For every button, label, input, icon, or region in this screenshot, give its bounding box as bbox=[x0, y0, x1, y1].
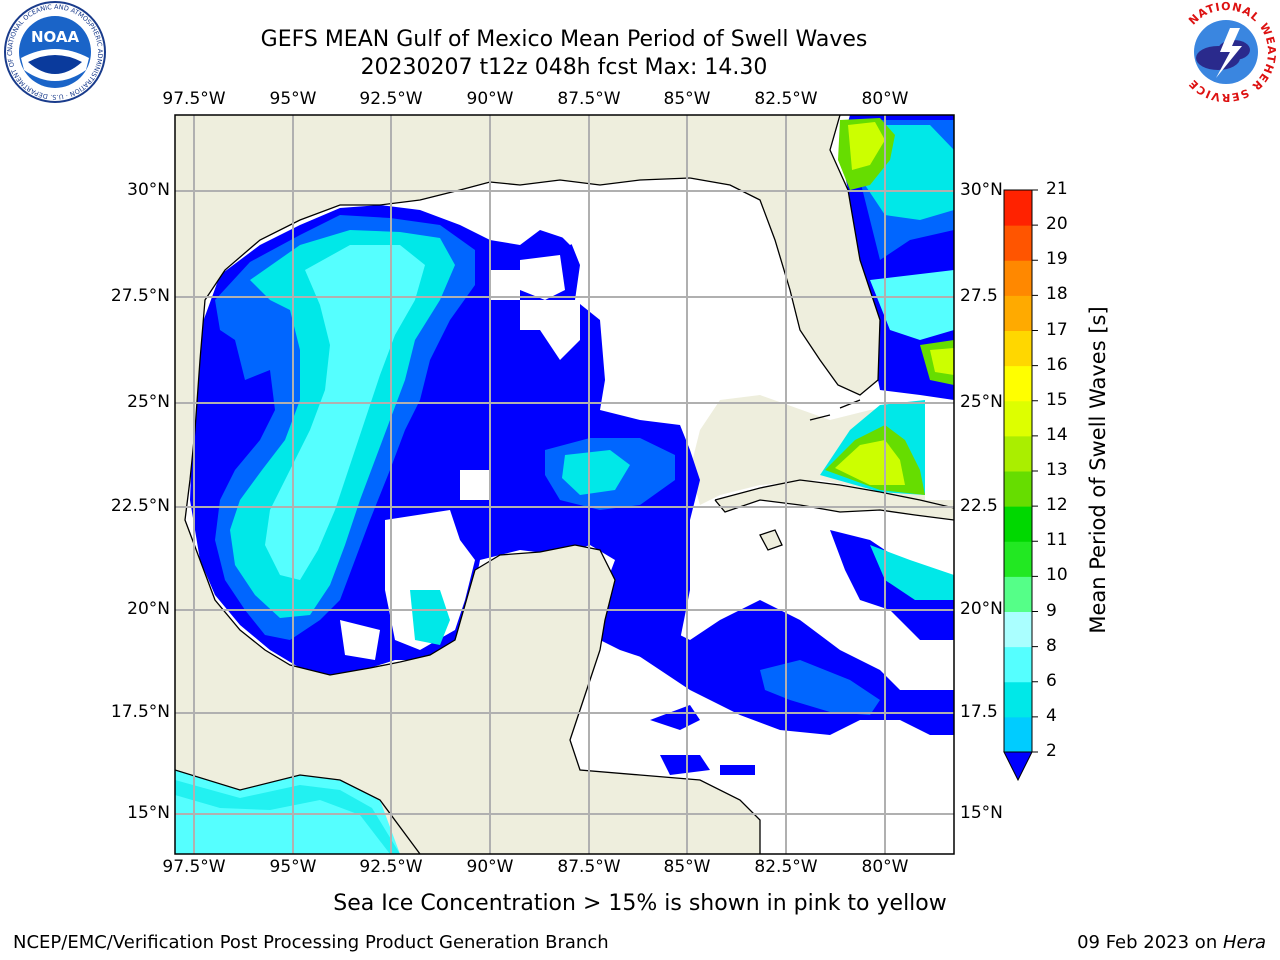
colorbar-tick-label: 14 bbox=[1046, 424, 1068, 445]
lon-label-bottom: 90°W bbox=[466, 857, 514, 877]
footer-date-text: 09 Feb 2023 on bbox=[1077, 932, 1223, 953]
lon-label-bottom: 97.5°W bbox=[162, 857, 226, 877]
caribbean-east-cyan bbox=[870, 545, 954, 600]
mexico-land bbox=[175, 115, 690, 665]
central-gulf-cyan bbox=[562, 450, 630, 495]
colorbar-tick-label: 21 bbox=[1046, 179, 1068, 199]
footer-host: Hera bbox=[1222, 932, 1266, 953]
lon-label-bottom: 82.5°W bbox=[754, 857, 818, 877]
nws-logo: NATIONAL WEATHER SERVICE bbox=[1176, 0, 1277, 104]
cuba bbox=[715, 480, 954, 520]
lat-label-left: 20°N bbox=[127, 599, 170, 619]
map-frame bbox=[174, 114, 955, 855]
noaa-logo-text: NOAA bbox=[31, 28, 80, 46]
lat-label-left: 22.5°N bbox=[110, 496, 170, 516]
lon-label-bottom: 80°W bbox=[861, 857, 909, 877]
colorbar-tick-label: 17 bbox=[1046, 319, 1068, 340]
lon-label-top: 82.5°W bbox=[754, 89, 818, 109]
lon-label-bottom: 92.5°W bbox=[359, 857, 423, 877]
colorbar-tick-label: 15 bbox=[1046, 389, 1068, 410]
lon-label-bottom: 95°W bbox=[269, 857, 317, 877]
bahamas-yellow bbox=[930, 348, 954, 375]
lon-label-top: 97.5°W bbox=[162, 89, 226, 109]
colorbar-tick-label: 10 bbox=[1046, 565, 1068, 586]
lat-label-left: 17.5°N bbox=[110, 702, 170, 722]
plot-subtitle: 20230207 t12z 048h fcst Max: 14.30 bbox=[360, 55, 768, 80]
lat-label-right: 22.5 bbox=[960, 496, 998, 516]
campeche-cyan bbox=[410, 590, 450, 645]
colorbar-tick-label: 4 bbox=[1046, 705, 1057, 726]
footer-date: 09 Feb 2023 on Hera bbox=[1077, 932, 1266, 953]
lat-label-right: 20°N bbox=[960, 599, 1003, 619]
lat-label-left: 15°N bbox=[127, 803, 170, 823]
lat-label-left: 30°N bbox=[127, 180, 170, 200]
colorbar-label: Mean Period of Swell Waves [s] bbox=[1086, 306, 1110, 634]
colorbar-tick-label: 6 bbox=[1046, 670, 1057, 691]
caribbean-south-2 bbox=[720, 765, 755, 775]
lat-label-right: 15°N bbox=[960, 803, 1003, 823]
colorbar-tick-label: 16 bbox=[1046, 354, 1068, 375]
plot-title: GEFS MEAN Gulf of Mexico Mean Period of … bbox=[260, 27, 868, 52]
colorbar-tick-label: 18 bbox=[1046, 284, 1068, 305]
atlantic-swell-8s bbox=[870, 270, 954, 340]
straits-hole bbox=[925, 400, 954, 500]
caribbean-east bbox=[830, 530, 954, 640]
lon-label-top: 92.5°W bbox=[359, 89, 423, 109]
lat-label-right: 27.5 bbox=[960, 286, 998, 306]
no-data-patches bbox=[340, 180, 640, 660]
colorbar-tick-label: 2 bbox=[1046, 741, 1057, 761]
colorbar-tick-label: 9 bbox=[1046, 600, 1057, 621]
lon-label-top: 87.5°W bbox=[557, 89, 621, 109]
caribbean-south bbox=[660, 755, 710, 775]
colorbar-tick-label: 13 bbox=[1046, 460, 1068, 480]
lat-label-left: 25°N bbox=[127, 392, 170, 412]
yucatan bbox=[175, 545, 760, 854]
footer-credit: NCEP/EMC/Verification Post Processing Pr… bbox=[13, 932, 609, 953]
lon-label-top: 95°W bbox=[269, 89, 317, 109]
lon-label-bottom: 85°W bbox=[663, 857, 711, 877]
colorbar-tick-label: 12 bbox=[1046, 495, 1068, 516]
lat-label-right: 25°N bbox=[960, 392, 1003, 412]
noaa-logo: NATIONAL OCEANIC AND ATMOSPHERIC ADMINIS… bbox=[0, 0, 106, 103]
lon-label-top: 90°W bbox=[466, 89, 514, 109]
lat-label-right: 30°N bbox=[960, 180, 1003, 200]
pacific-shelf bbox=[175, 780, 400, 854]
graticule bbox=[175, 115, 954, 854]
sea-ice-note: Sea Ice Concentration > 15% is shown in … bbox=[333, 891, 947, 916]
lon-label-top: 85°W bbox=[663, 89, 711, 109]
atlantic-yellow-green bbox=[848, 122, 885, 170]
colorbar-tick-label: 20 bbox=[1046, 214, 1068, 235]
colorbar-tick-label: 19 bbox=[1046, 249, 1068, 270]
colorbar-tick-label: 8 bbox=[1046, 635, 1057, 656]
lat-label-left: 27.5°N bbox=[110, 286, 170, 306]
lat-label-right: 17.5 bbox=[960, 702, 998, 722]
lon-label-bottom: 87.5°W bbox=[557, 857, 621, 877]
lon-label-top: 80°W bbox=[861, 89, 909, 109]
swell-period-6-8s bbox=[265, 245, 425, 580]
caribbean-swell-4s bbox=[760, 660, 880, 715]
straits-yellow-green bbox=[835, 440, 905, 485]
florida bbox=[690, 115, 954, 395]
pacific-ocean bbox=[175, 770, 420, 854]
coastlines bbox=[175, 115, 954, 854]
colorbar-tick-label: 11 bbox=[1046, 530, 1068, 551]
